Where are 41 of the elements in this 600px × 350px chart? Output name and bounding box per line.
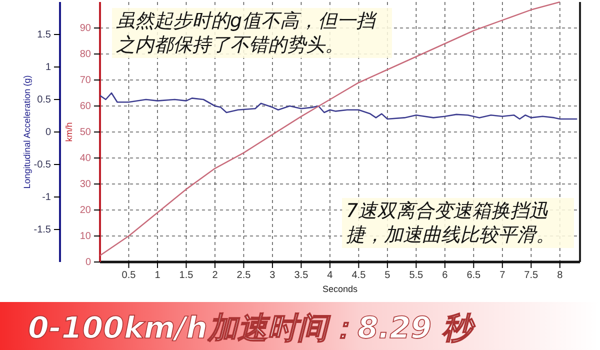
y-tick-label: 0 bbox=[45, 127, 52, 138]
y-tick-label: 0.5 bbox=[37, 94, 52, 106]
y2-tick-label: 60 bbox=[80, 101, 92, 112]
y2-tick-label: 50 bbox=[80, 127, 92, 138]
x-tick-label: 0.5 bbox=[122, 270, 136, 282]
annotation: 7速双离合变速箱换挡迅捷，加速曲线比较平滑。 bbox=[342, 198, 574, 248]
y-tick-label: -0.5 bbox=[34, 160, 52, 171]
y2-tick-label: 0 bbox=[85, 257, 92, 268]
y-tick-label: -1 bbox=[42, 192, 52, 204]
y-tick-label: -1.5 bbox=[34, 224, 52, 236]
x-tick-label: 7 bbox=[500, 270, 506, 282]
y2-tick-label: 90 bbox=[80, 23, 92, 34]
x-tick-label: 2 bbox=[212, 270, 218, 282]
x-tick-label: 3 bbox=[270, 270, 276, 282]
y2-tick-label: 40 bbox=[80, 153, 92, 164]
x-tick-label: 1 bbox=[154, 270, 161, 282]
y2-axis-title: km/h bbox=[64, 122, 74, 142]
y2-tick-label: 70 bbox=[80, 75, 92, 86]
y-axis-title: Longitudinal Acceleration (g) bbox=[22, 75, 32, 189]
line-series bbox=[99, 92, 578, 120]
x-axis-title: Seconds bbox=[322, 284, 358, 294]
y-tick-label: 1.5 bbox=[37, 30, 52, 41]
x-tick-label: 5 bbox=[384, 270, 391, 282]
x-tick-label: 4 bbox=[327, 270, 334, 282]
line-series bbox=[99, 1, 561, 256]
x-tick-label: 6.5 bbox=[466, 270, 482, 282]
x-tick-label: 5.5 bbox=[409, 270, 424, 282]
x-tick-label: 2.5 bbox=[236, 270, 252, 282]
x-tick-label: 6 bbox=[442, 270, 448, 282]
annotation: 虽然起步时的g值不高，但一挡之内都保持了不错的势头。 bbox=[112, 8, 392, 58]
y2-tick-label: 30 bbox=[80, 179, 92, 190]
x-tick-label: 7.5 bbox=[524, 270, 539, 282]
x-tick-label: 4.5 bbox=[352, 270, 366, 282]
x-tick-label: 8 bbox=[557, 270, 564, 282]
x-tick-label: 1.5 bbox=[179, 270, 194, 282]
y2-tick-label: 10 bbox=[80, 231, 92, 242]
y-tick-label: 1 bbox=[45, 62, 52, 74]
text: 0-100km/h加速时间：8.29 秒 bbox=[28, 311, 476, 346]
y2-tick-label: 20 bbox=[80, 205, 92, 216]
x-tick-label: 3.5 bbox=[294, 270, 309, 282]
y2-tick-label: 80 bbox=[80, 49, 92, 60]
